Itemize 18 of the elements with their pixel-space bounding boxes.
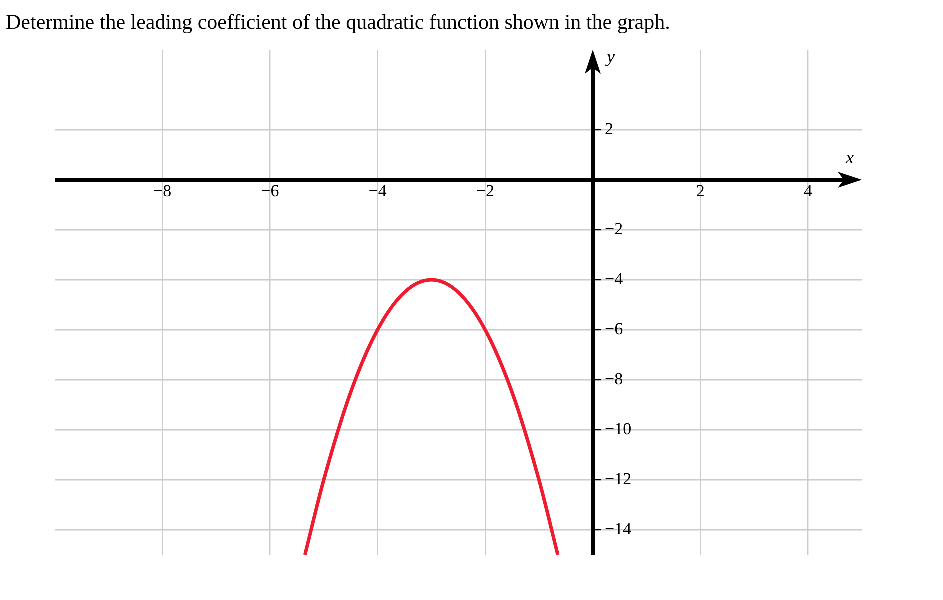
x-tick-label: 4 xyxy=(804,182,813,201)
y-tick-label: −10 xyxy=(605,419,632,438)
x-tick-label: 2 xyxy=(696,182,705,201)
x-tick-label: −4 xyxy=(368,182,388,201)
chart-title: Determine the leading coefficient of the quadratic function shown in the graph. xyxy=(6,10,670,35)
y-tick-label: −2 xyxy=(605,219,624,238)
line-series xyxy=(303,278,560,555)
y-tick-label: −14 xyxy=(605,519,632,538)
y-tick-label: −8 xyxy=(605,369,624,388)
x-tick-label: −6 xyxy=(261,182,280,201)
x-axis-title: x xyxy=(845,148,854,168)
x-tick-label: −2 xyxy=(476,182,494,201)
y-tick-label: −6 xyxy=(605,319,624,338)
y-tick-label: −12 xyxy=(605,469,632,488)
y-tick-label: −4 xyxy=(605,269,624,288)
y-axis-title: y xyxy=(605,46,615,67)
x-tick-label: −8 xyxy=(154,182,172,201)
y-tick-label: 2 xyxy=(605,119,614,138)
